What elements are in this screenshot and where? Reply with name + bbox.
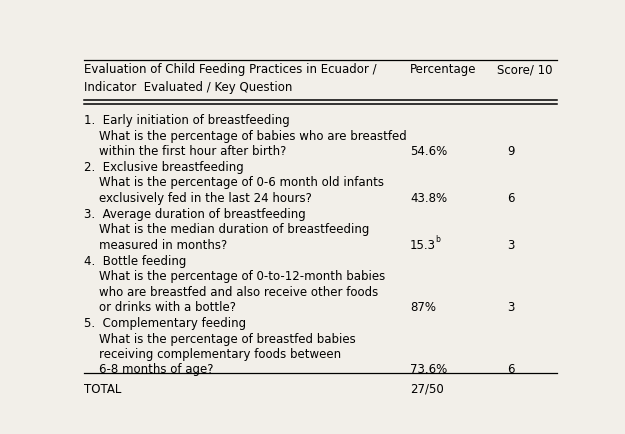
Text: exclusively fed in the last 24 hours?: exclusively fed in the last 24 hours? [84,192,312,205]
Text: 6: 6 [507,363,514,376]
Text: within the first hour after birth?: within the first hour after birth? [84,145,286,158]
Text: b: b [436,235,441,244]
Text: Score/ 10: Score/ 10 [497,63,552,76]
Text: 4.  Bottle feeding: 4. Bottle feeding [84,255,186,268]
Text: 87%: 87% [410,301,436,314]
Text: What is the percentage of babies who are breastfed: What is the percentage of babies who are… [84,130,407,143]
Text: Evaluation of Child Feeding Practices in Ecuador /
Indicator  Evaluated / Key Qu: Evaluation of Child Feeding Practices in… [84,63,376,94]
Text: Percentage: Percentage [410,63,476,76]
Text: who are breastfed and also receive other foods: who are breastfed and also receive other… [84,286,378,299]
Text: 73.6%: 73.6% [410,363,447,376]
Text: 5.  Complementary feeding: 5. Complementary feeding [84,317,246,330]
Text: 3.  Average duration of breastfeeding: 3. Average duration of breastfeeding [84,208,306,221]
Text: What is the percentage of 0-6 month old infants: What is the percentage of 0-6 month old … [84,177,384,190]
Text: 27/50: 27/50 [410,383,444,396]
Text: 3: 3 [507,239,514,252]
Text: 54.6%: 54.6% [410,145,447,158]
Text: 9: 9 [507,145,514,158]
Text: 15.3: 15.3 [410,239,436,252]
Text: 6-8 months of age?: 6-8 months of age? [84,363,214,376]
Text: measured in months?: measured in months? [84,239,228,252]
Text: What is the percentage of breastfed babies: What is the percentage of breastfed babi… [84,332,356,345]
Text: 3: 3 [507,301,514,314]
Text: 6: 6 [507,192,514,205]
Text: receiving complementary foods between: receiving complementary foods between [84,348,341,361]
Text: 2.  Exclusive breastfeeding: 2. Exclusive breastfeeding [84,161,244,174]
Text: What is the percentage of 0-to-12-month babies: What is the percentage of 0-to-12-month … [84,270,385,283]
Text: 1.  Early initiation of breastfeeding: 1. Early initiation of breastfeeding [84,114,290,127]
Text: 43.8%: 43.8% [410,192,447,205]
Text: or drinks with a bottle?: or drinks with a bottle? [84,301,236,314]
Text: TOTAL: TOTAL [84,383,121,396]
Text: What is the median duration of breastfeeding: What is the median duration of breastfee… [84,224,369,237]
